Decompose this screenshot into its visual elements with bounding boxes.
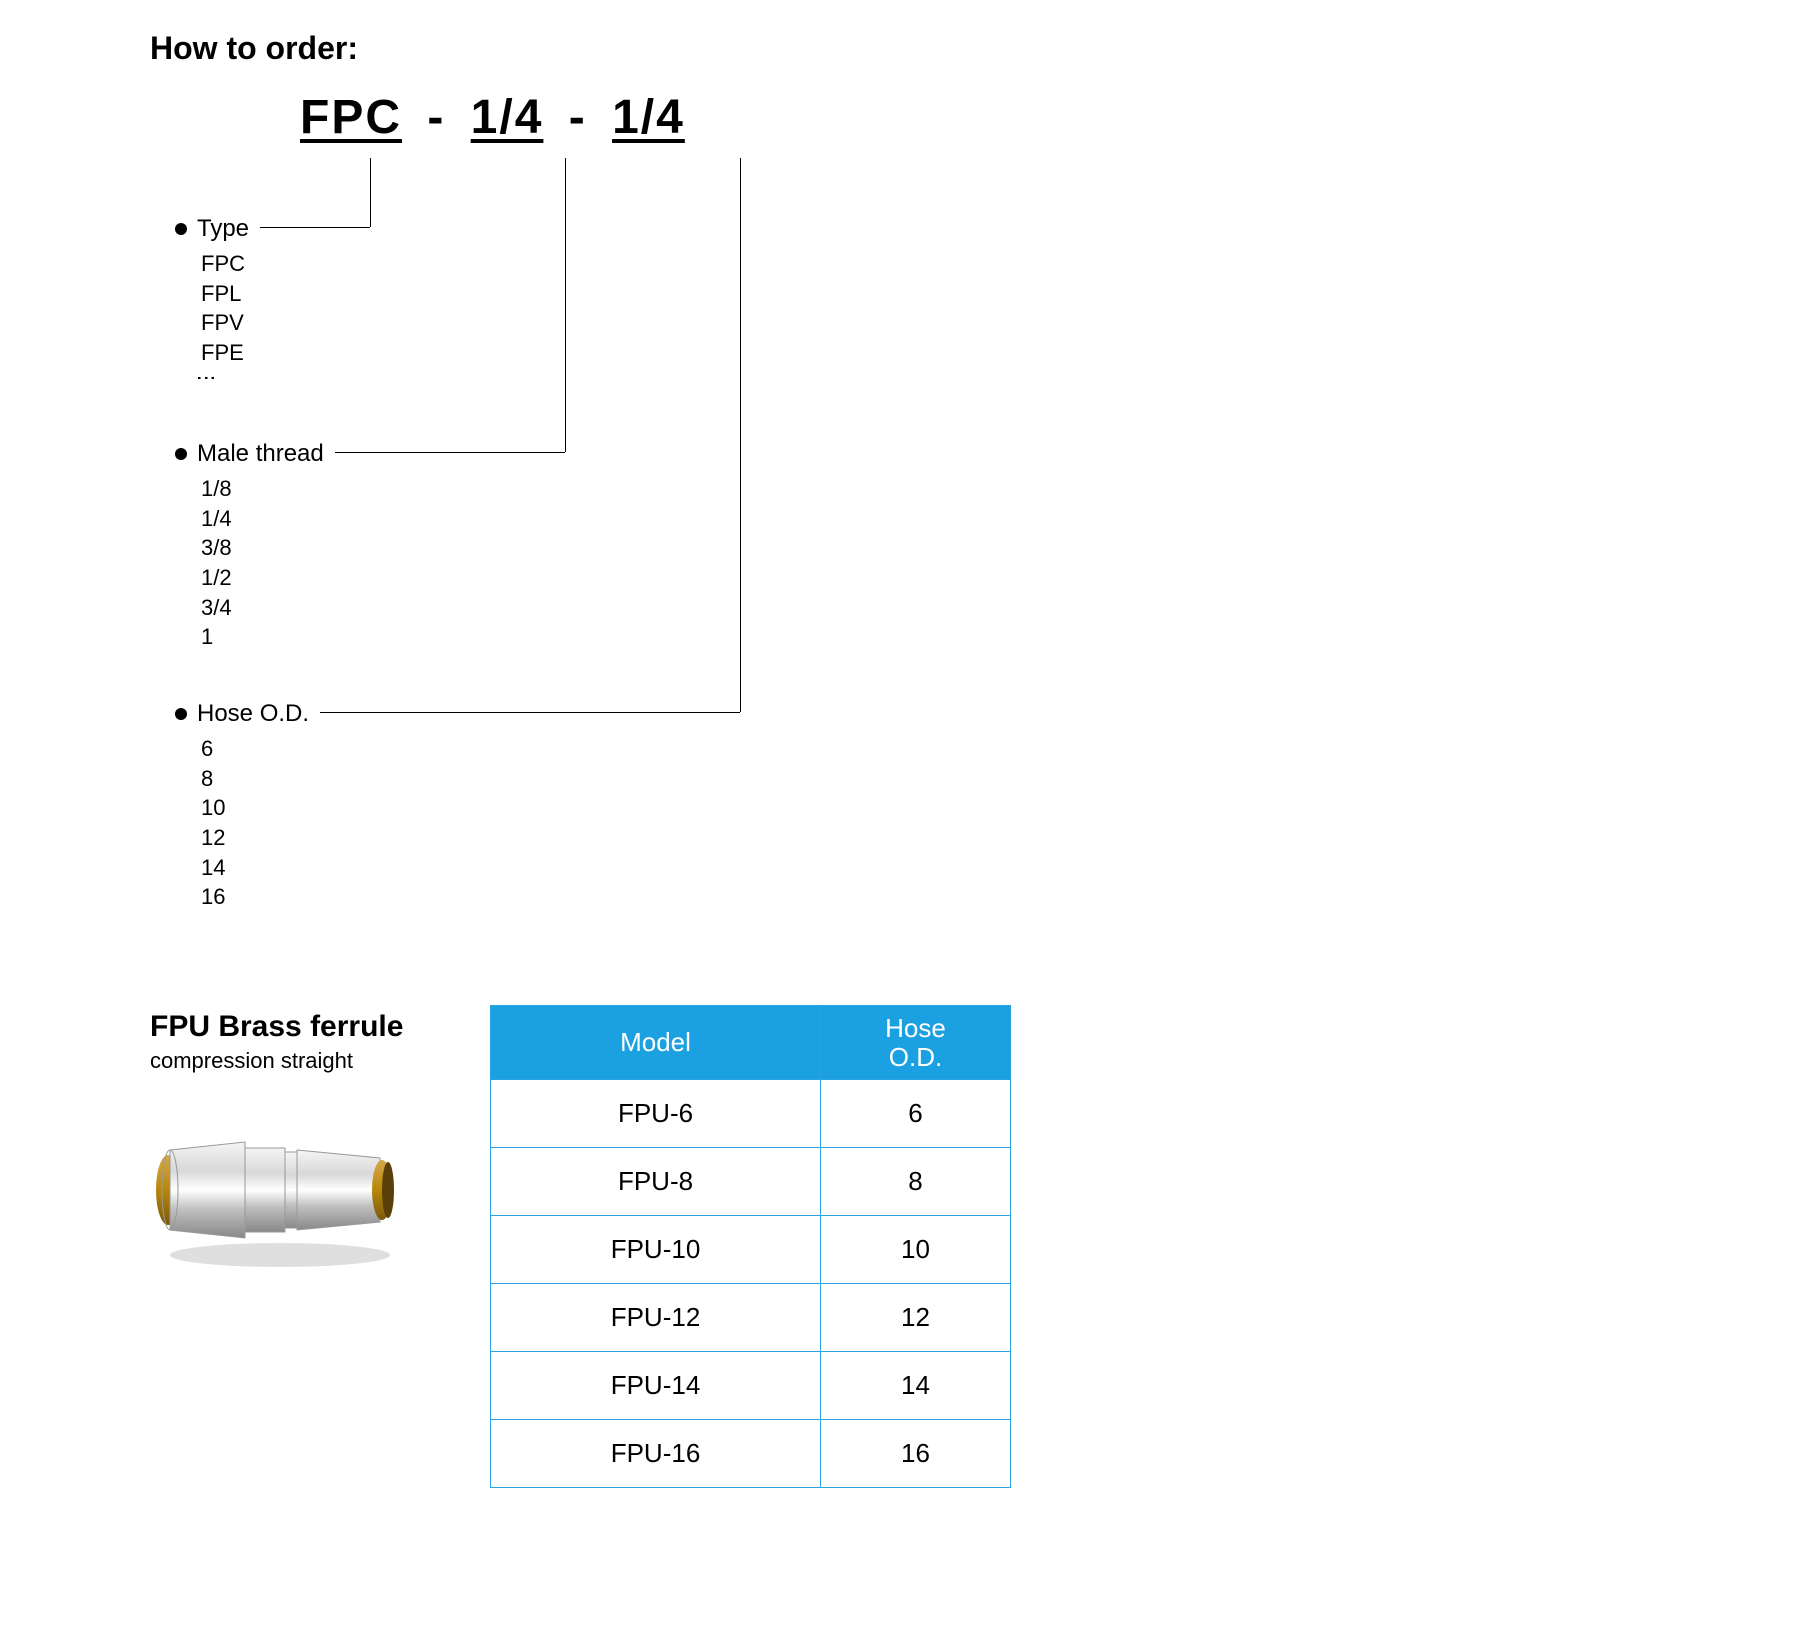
table-row: FPU-66 [491,1080,1011,1148]
bullet-icon [175,448,187,460]
spec-table: Model Hose O.D. FPU-66 FPU-88 FPU-1010 F… [490,1005,1011,1488]
cell-model: FPU-10 [491,1216,821,1284]
dash: - [569,91,587,144]
callout-item: 3/8 [201,533,324,563]
order-seg-type: FPC [300,91,402,144]
cell-od: 12 [821,1284,1011,1352]
callout-item: 14 [201,853,309,883]
table-body: FPU-66 FPU-88 FPU-1010 FPU-1212 FPU-1414… [491,1080,1011,1488]
callout-item: 1 [201,622,324,652]
callout-item: 1/4 [201,504,324,534]
table-row: FPU-1414 [491,1352,1011,1420]
cell-model: FPU-12 [491,1284,821,1352]
cell-od: 8 [821,1148,1011,1216]
callout-item: 16 [201,882,309,912]
callout-item: FPC [201,249,249,279]
cell-model: FPU-14 [491,1352,821,1420]
th-hose-od-text: Hose O.D. [821,1014,1010,1071]
connector-line [320,712,740,713]
table-header-row: Model Hose O.D. [491,1006,1011,1080]
cell-od: 16 [821,1420,1011,1488]
cell-model: FPU-6 [491,1080,821,1148]
cell-model: FPU-8 [491,1148,821,1216]
connector-line [740,158,741,712]
cell-od: 10 [821,1216,1011,1284]
page-title: How to order: [150,30,358,67]
cell-od: 14 [821,1352,1011,1420]
callout-item: FPL [201,279,249,309]
callout-item: FPV [201,308,249,338]
callout-heading: Hose O.D. [197,700,309,728]
dash: - [427,91,445,144]
bullet-icon [175,708,187,720]
table-row: FPU-88 [491,1148,1011,1216]
th-model: Model [491,1006,821,1080]
ellipsis-icon: ⋮ [201,368,211,387]
th-hose-od: Hose O.D. [821,1006,1011,1080]
callout-item: FPE [201,338,249,368]
callout-type: Type FPC FPL FPV FPE ⋮ [175,215,249,387]
product-title: FPU Brass ferrule [150,1010,403,1044]
callout-heading: Male thread [197,440,324,468]
table-row: FPU-1616 [491,1420,1011,1488]
callout-item: 1/8 [201,474,324,504]
callout-item: 1/2 [201,563,324,593]
callout-male-thread: Male thread 1/8 1/4 3/8 1/2 3/4 1 [175,440,324,652]
order-seg-od: 1/4 [612,91,685,144]
callout-item: 6 [201,734,309,764]
callout-heading: Type [197,215,249,243]
connector-line [565,158,566,452]
callout-hose-od: Hose O.D. 6 8 10 12 14 16 [175,700,309,912]
connector-line [335,452,565,453]
table-row: FPU-1212 [491,1284,1011,1352]
table-row: FPU-1010 [491,1216,1011,1284]
product-subtitle: compression straight [150,1048,353,1074]
callout-item: 3/4 [201,593,324,623]
cell-od: 6 [821,1080,1011,1148]
cell-model: FPU-16 [491,1420,821,1488]
order-seg-thread: 1/4 [471,91,544,144]
callout-item: 10 [201,793,309,823]
bullet-icon [175,223,187,235]
connector-line [260,227,370,228]
callout-item: 12 [201,823,309,853]
product-image [130,1100,430,1280]
callout-item: 8 [201,764,309,794]
order-code: FPC - 1/4 - 1/4 [300,90,685,145]
connector-line [370,158,371,227]
